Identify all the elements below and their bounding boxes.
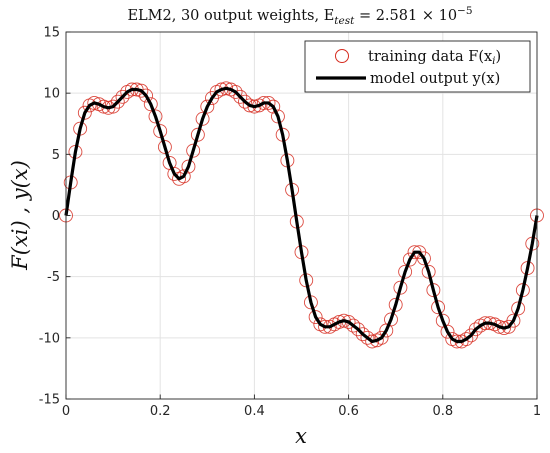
training-data-point — [336, 313, 351, 328]
training-data-point — [247, 99, 262, 114]
training-data-point — [440, 324, 455, 339]
y-tick-label: 10 — [43, 87, 60, 102]
training-data-point — [421, 264, 436, 279]
training-data-point — [238, 94, 252, 109]
training-data-point — [110, 94, 125, 109]
training-data-point — [346, 318, 361, 333]
training-data-point — [365, 334, 380, 349]
plot-area: 0 0.2 0.4 0.6 0.8 1 15 10 5 0 -5 -10 -15 — [39, 26, 544, 419]
training-data-point — [431, 300, 446, 315]
training-data-point — [459, 332, 474, 347]
training-data-point — [384, 312, 398, 327]
model-output-line — [64, 86, 539, 344]
training-data-point — [271, 109, 285, 124]
legend-marker-training — [335, 49, 349, 63]
training-data-point — [388, 297, 403, 312]
training-data-point — [497, 321, 511, 335]
legend-label-model: model output y(x) — [370, 71, 500, 87]
training-data-point — [148, 109, 163, 124]
y-tick-label: -15 — [39, 393, 60, 408]
training-data-point — [115, 89, 130, 104]
training-data-point — [143, 97, 158, 112]
x-tick-label: 0.2 — [150, 404, 171, 419]
y-axis-label: F(xi) , y(x) — [8, 160, 32, 271]
tick-marks — [65, 31, 538, 400]
training-data-point — [506, 313, 521, 328]
training-data-point — [186, 143, 201, 158]
y-tick-label: -10 — [39, 331, 60, 346]
y-tick-label: 15 — [43, 26, 60, 41]
legend-label-training-sub: i — [492, 55, 495, 67]
chart-title-main: ELM2, 30 output weights, E — [127, 8, 334, 24]
training-data-point — [167, 166, 182, 181]
x-tick-label: 1 — [533, 404, 541, 419]
training-data-point — [87, 95, 102, 110]
training-data-point — [355, 327, 370, 342]
training-data-point — [200, 99, 215, 114]
training-data-point — [402, 252, 417, 267]
chart-title-subscript: test — [334, 15, 355, 27]
training-data-point — [228, 84, 243, 99]
x-tick-label: 0 — [62, 404, 70, 419]
chart-title: ELM2, 30 output weights, Etest = 2.581 ×… — [127, 5, 472, 27]
x-tick-label: 0.4 — [244, 404, 265, 419]
x-axis-label: x — [295, 424, 307, 448]
x-tick-labels: 0 0.2 0.4 0.6 0.8 1 — [62, 404, 541, 419]
training-data-point — [511, 301, 526, 316]
training-data-point — [181, 159, 196, 174]
legend-label-training-close: ) — [496, 49, 502, 65]
y-tick-label: -5 — [47, 270, 60, 285]
training-data-point — [360, 330, 375, 345]
training-data-point — [233, 89, 248, 104]
chart-title-value: = 2.581 × 10 — [354, 8, 457, 24]
legend: training data F(xi) model output y(x) — [304, 40, 531, 93]
training-data-point — [351, 322, 365, 337]
training-data-point — [374, 330, 389, 345]
training-data-point — [195, 111, 210, 126]
training-data-point — [219, 81, 234, 96]
training-data-point — [139, 88, 154, 103]
training-data-point — [153, 124, 168, 139]
training-data-point — [398, 264, 413, 279]
training-data-point — [393, 280, 408, 295]
training-data-point — [426, 283, 441, 298]
y-tick-labels: 15 10 5 0 -5 -10 -15 — [39, 26, 60, 408]
training-data-point — [157, 140, 172, 154]
x-tick-label: 0.8 — [432, 404, 453, 419]
x-tick-label: 0.6 — [338, 404, 359, 419]
training-data-point — [77, 105, 92, 120]
y-tick-label: 0 — [52, 209, 60, 224]
training-data-point — [417, 251, 431, 266]
y-tick-label: 5 — [52, 148, 60, 163]
training-data-point — [266, 99, 281, 114]
training-data-point — [308, 310, 323, 324]
legend-label-training-main: training data F(x — [368, 49, 492, 65]
chart-title-exponent: −5 — [457, 5, 472, 17]
legend-label-training: training data F(xi) — [368, 49, 501, 67]
training-data-point — [190, 127, 205, 142]
